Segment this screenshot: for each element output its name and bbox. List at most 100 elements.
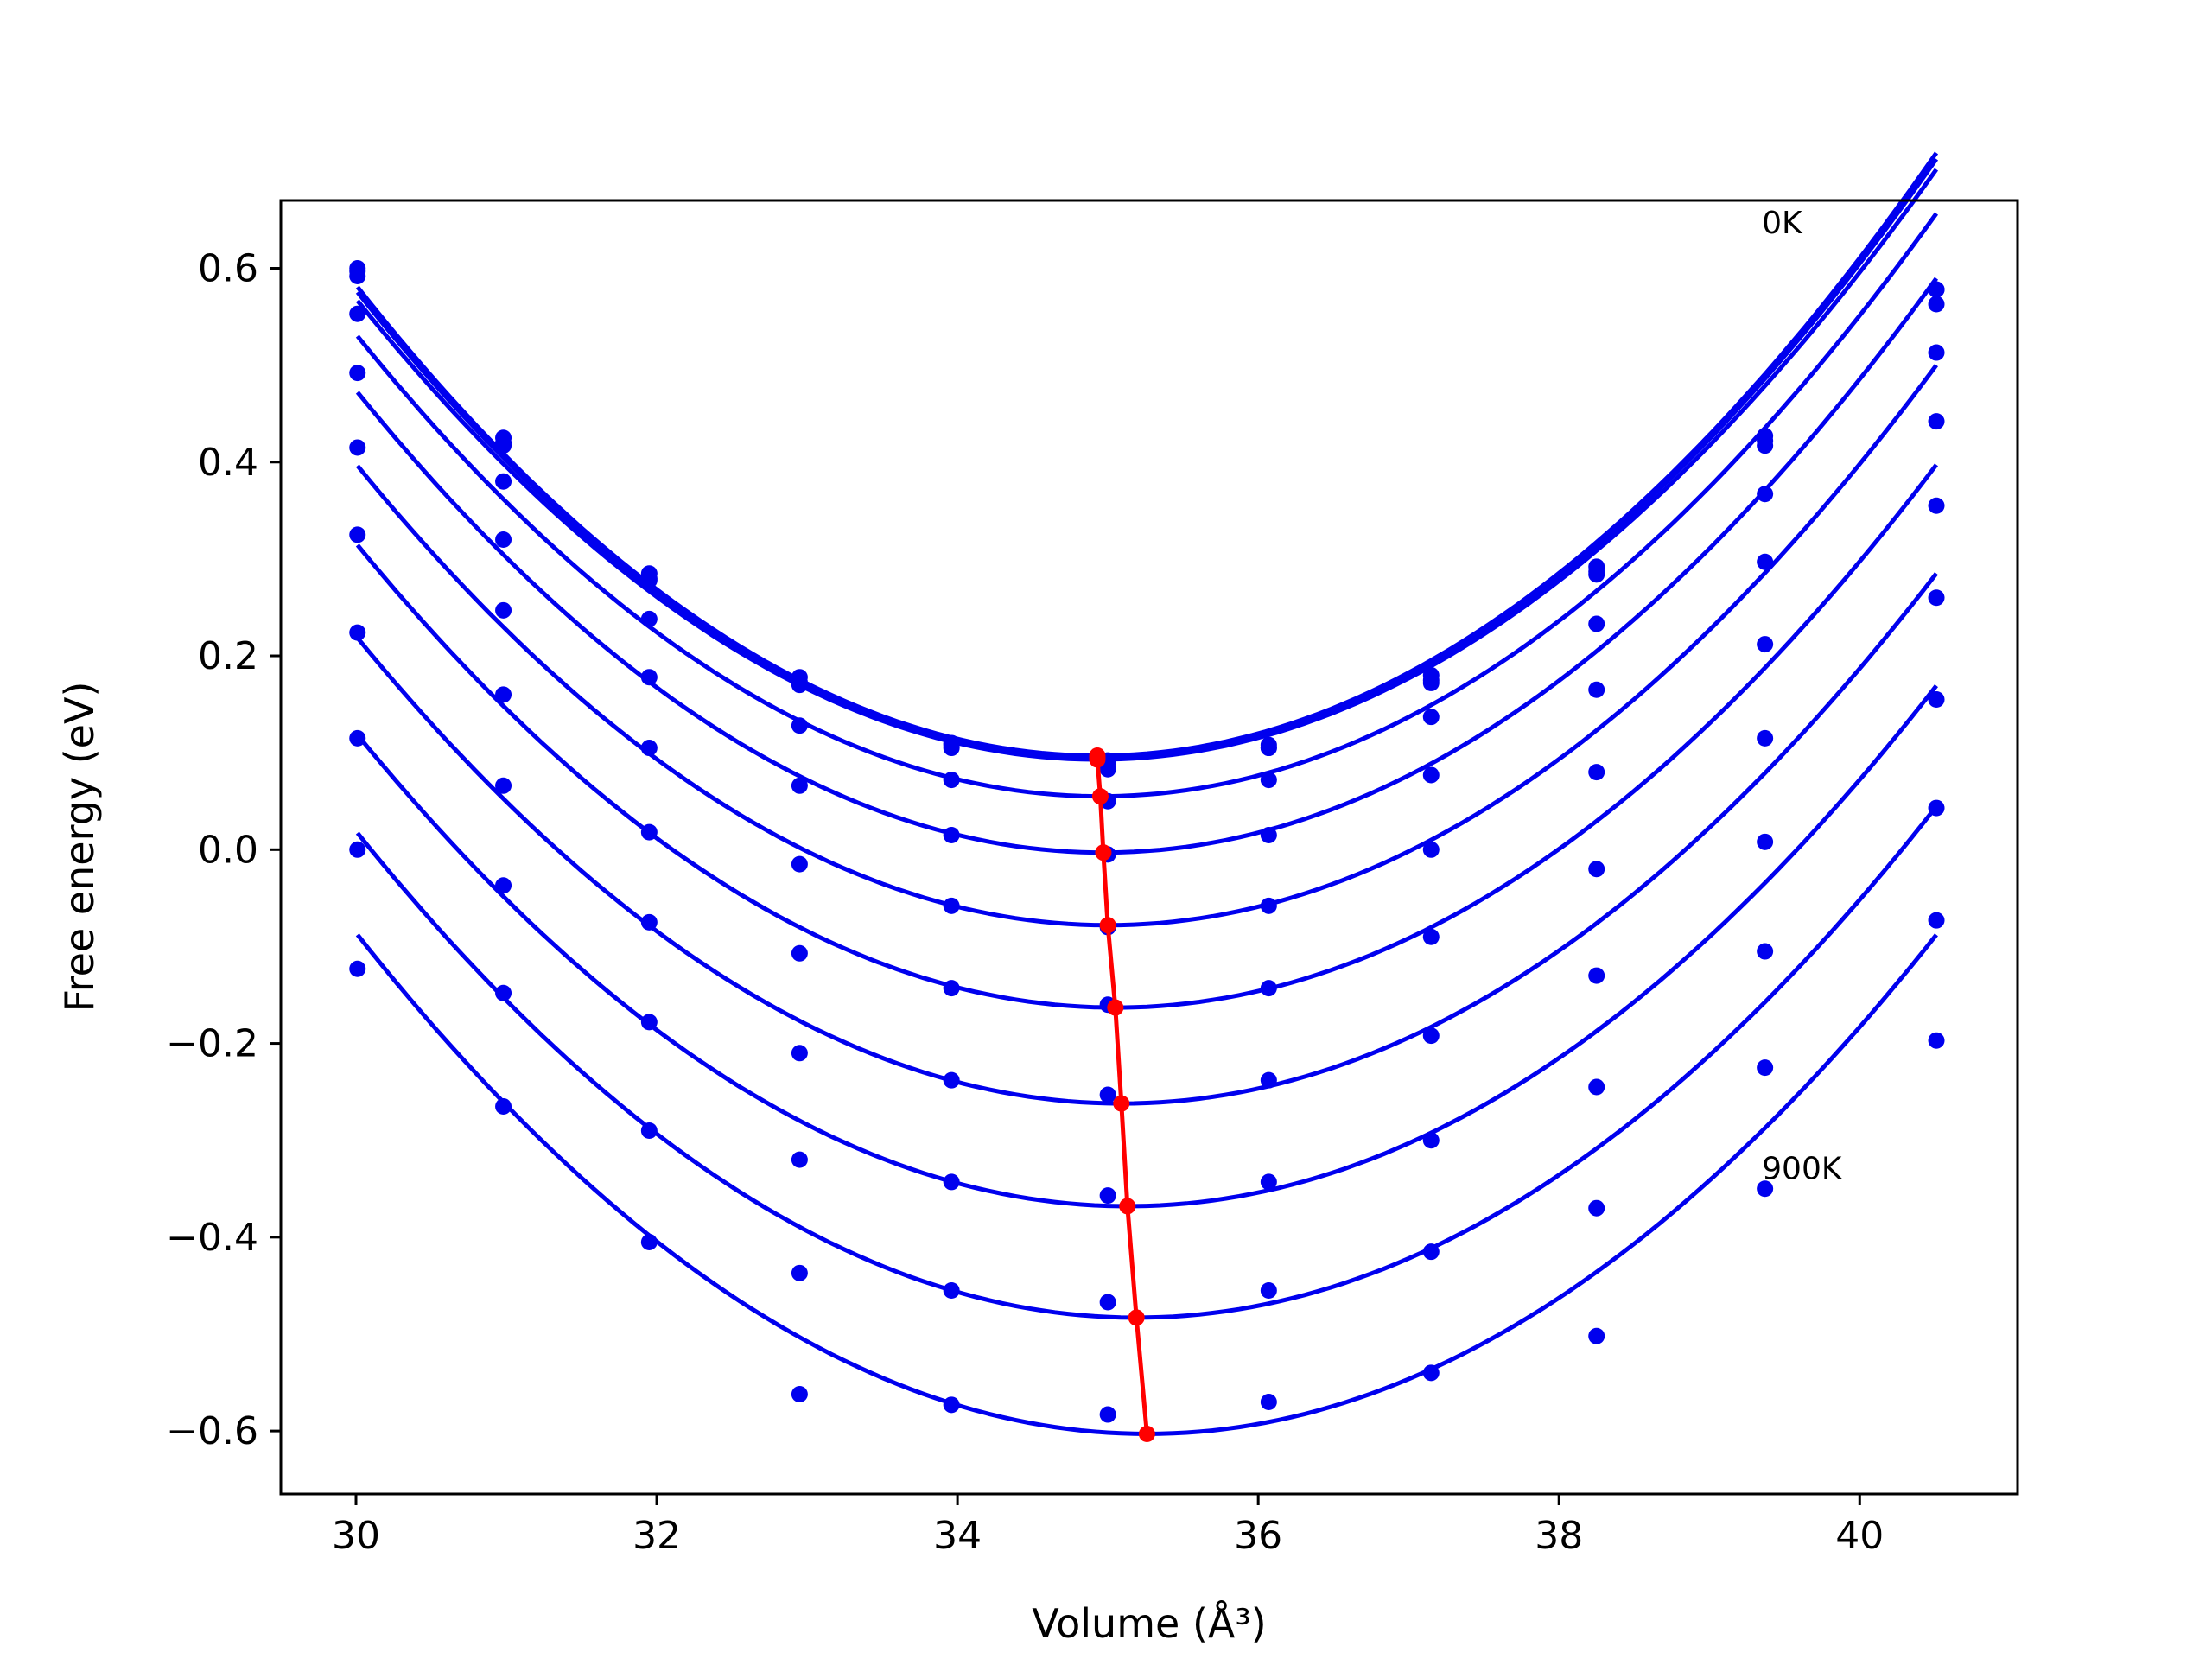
data-point-9-10 bbox=[1928, 912, 1945, 929]
data-point-7-0 bbox=[349, 624, 366, 641]
y-tick-label-6: 0.6 bbox=[198, 246, 258, 290]
data-point-9-6 bbox=[1260, 1282, 1277, 1300]
data-point-5-9 bbox=[1757, 636, 1774, 653]
data-point-10-2 bbox=[640, 1233, 658, 1250]
data-point-2-10 bbox=[1928, 296, 1945, 313]
data-point-8-9 bbox=[1757, 943, 1774, 960]
minimum-point-4 bbox=[1095, 844, 1112, 861]
minimum-point-9 bbox=[1128, 1309, 1145, 1326]
x-axis-label: Volume (Å³) bbox=[1032, 1600, 1267, 1647]
data-point-9-8 bbox=[1588, 1199, 1605, 1217]
data-point-5-4 bbox=[943, 897, 960, 914]
data-point-6-8 bbox=[1588, 861, 1605, 878]
data-point-10-1 bbox=[495, 1097, 512, 1115]
data-point-6-3 bbox=[791, 944, 808, 962]
x-tick-label-30: 30 bbox=[332, 1514, 380, 1558]
data-point-2-7 bbox=[1422, 674, 1440, 691]
data-point-8-4 bbox=[943, 1173, 960, 1191]
data-point-4-0 bbox=[349, 365, 366, 382]
data-point-6-2 bbox=[640, 823, 658, 841]
data-point-6-4 bbox=[943, 980, 960, 997]
data-point-3-3 bbox=[791, 717, 808, 734]
minimum-point-5 bbox=[1099, 917, 1116, 934]
minimum-point-6 bbox=[1107, 999, 1124, 1016]
data-point-7-4 bbox=[943, 1071, 960, 1089]
data-point-2-0 bbox=[349, 267, 366, 284]
data-point-6-7 bbox=[1422, 928, 1440, 945]
data-point-3-1 bbox=[495, 473, 512, 490]
annotation-0: 0K bbox=[1762, 206, 1803, 241]
curve-9 bbox=[355, 804, 1938, 1320]
data-point-10-0 bbox=[349, 960, 366, 977]
data-point-10-6 bbox=[1260, 1393, 1277, 1410]
data-point-8-6 bbox=[1260, 1173, 1277, 1191]
data-point-7-1 bbox=[495, 777, 512, 794]
curve-6 bbox=[355, 463, 1938, 1010]
data-point-8-3 bbox=[791, 1151, 808, 1168]
data-point-9-9 bbox=[1757, 1059, 1774, 1077]
data-point-3-2 bbox=[640, 610, 658, 627]
minimum-point-7 bbox=[1113, 1095, 1130, 1112]
data-point-5-2 bbox=[640, 740, 658, 757]
curve-2 bbox=[355, 168, 1939, 762]
data-point-4-4 bbox=[943, 826, 960, 843]
data-point-8-7 bbox=[1422, 1132, 1440, 1149]
data-point-5-0 bbox=[349, 439, 366, 456]
data-point-6-9 bbox=[1757, 729, 1774, 747]
data-point-3-6 bbox=[1260, 772, 1277, 789]
annotation-layer: 0K 900K bbox=[1762, 206, 1843, 1186]
data-point-10-7 bbox=[1422, 1364, 1440, 1382]
data-point-8-2 bbox=[640, 1014, 658, 1031]
y-tick-label-1: −0.4 bbox=[166, 1216, 258, 1260]
data-point-10-8 bbox=[1588, 1327, 1605, 1344]
plot-layer bbox=[349, 151, 1945, 1442]
data-point-5-3 bbox=[791, 855, 808, 873]
data-point-10-3 bbox=[791, 1386, 808, 1403]
data-point-2-6 bbox=[1260, 740, 1277, 757]
y-tick-label-5: 0.4 bbox=[198, 441, 258, 485]
data-point-3-9 bbox=[1757, 486, 1774, 503]
data-point-4-6 bbox=[1260, 826, 1277, 843]
data-point-7-3 bbox=[791, 1045, 808, 1062]
data-point-2-3 bbox=[791, 677, 808, 694]
data-point-3-0 bbox=[349, 305, 366, 322]
data-point-2-9 bbox=[1757, 437, 1774, 454]
data-point-8-1 bbox=[495, 877, 512, 894]
x-tick-label-40: 40 bbox=[1835, 1514, 1884, 1558]
x-tick-label-38: 38 bbox=[1535, 1514, 1583, 1558]
data-point-9-7 bbox=[1422, 1243, 1440, 1261]
data-point-6-0 bbox=[349, 526, 366, 543]
data-point-4-2 bbox=[640, 669, 658, 686]
curve-3 bbox=[355, 212, 1939, 799]
data-point-2-2 bbox=[640, 572, 658, 589]
data-point-9-5 bbox=[1099, 1294, 1116, 1311]
data-point-8-5 bbox=[1099, 1187, 1116, 1205]
data-point-8-0 bbox=[349, 729, 366, 747]
data-point-3-4 bbox=[943, 772, 960, 789]
data-point-10-4 bbox=[943, 1396, 960, 1414]
tick-layer: 30 32 34 36 38 40 −0.6 −0.4 −0.2 0.0 0.2 0.4 0.6 bbox=[166, 246, 1884, 1558]
y-tick-label-3: 0.0 bbox=[198, 828, 258, 872]
y-tick-label-2: −0.2 bbox=[166, 1022, 258, 1066]
data-point-9-0 bbox=[349, 841, 366, 858]
data-point-7-10 bbox=[1928, 690, 1945, 708]
data-point-7-9 bbox=[1757, 833, 1774, 850]
data-point-9-3 bbox=[791, 1264, 808, 1281]
data-point-5-8 bbox=[1588, 764, 1605, 781]
data-point-5-1 bbox=[495, 601, 512, 619]
data-point-4-7 bbox=[1422, 766, 1440, 784]
data-point-7-8 bbox=[1588, 967, 1605, 984]
data-point-10-10 bbox=[1928, 1032, 1945, 1049]
data-point-4-1 bbox=[495, 531, 512, 548]
data-point-9-4 bbox=[943, 1282, 960, 1300]
data-point-8-8 bbox=[1588, 1078, 1605, 1096]
data-point-2-4 bbox=[943, 740, 960, 757]
data-point-4-3 bbox=[791, 777, 808, 794]
data-point-9-2 bbox=[640, 1122, 658, 1139]
data-point-6-1 bbox=[495, 686, 512, 703]
curve-8 bbox=[355, 684, 1938, 1209]
data-point-4-8 bbox=[1588, 681, 1605, 698]
y-axis-label: Free energy (eV) bbox=[56, 682, 103, 1013]
minimum-point-2 bbox=[1089, 751, 1106, 768]
